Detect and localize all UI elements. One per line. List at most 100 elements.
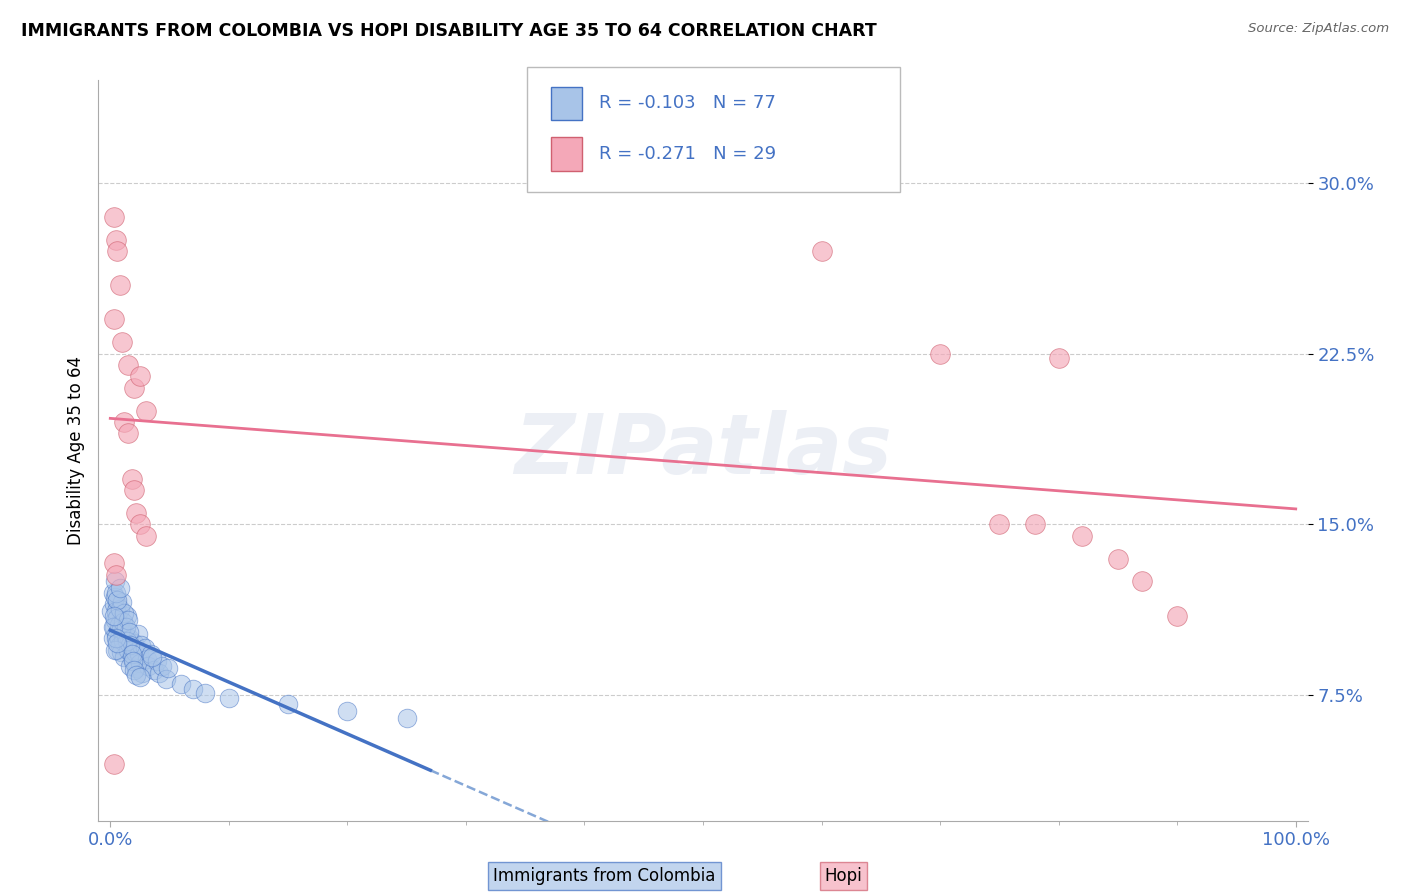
Point xyxy=(114,620,136,634)
Point xyxy=(1107,551,1129,566)
Point xyxy=(108,278,131,293)
Point xyxy=(810,244,832,259)
Point xyxy=(135,529,157,543)
Point xyxy=(103,556,125,570)
Point xyxy=(125,506,148,520)
Point xyxy=(105,597,128,611)
Point xyxy=(111,595,134,609)
Point xyxy=(101,620,124,634)
Point xyxy=(139,648,162,662)
Point xyxy=(131,665,153,680)
Point xyxy=(110,613,132,627)
Point xyxy=(121,654,143,668)
Point xyxy=(110,622,132,636)
Point xyxy=(108,601,131,615)
Point xyxy=(108,582,131,596)
Y-axis label: Disability Age 35 to 64: Disability Age 35 to 64 xyxy=(66,356,84,545)
Text: ZIPatlas: ZIPatlas xyxy=(515,410,891,491)
Point xyxy=(101,632,124,646)
Point xyxy=(103,756,125,771)
Point xyxy=(105,604,128,618)
Point xyxy=(136,652,159,666)
Point xyxy=(145,654,167,668)
Point xyxy=(136,658,159,673)
Text: R = -0.103   N = 77: R = -0.103 N = 77 xyxy=(599,95,776,112)
Point xyxy=(101,586,124,600)
Point xyxy=(277,698,299,712)
Point xyxy=(104,591,127,605)
Point xyxy=(104,613,127,627)
Point xyxy=(120,638,142,652)
Point xyxy=(120,658,142,673)
Point xyxy=(115,633,138,648)
Point xyxy=(105,642,128,657)
Point xyxy=(129,638,152,652)
Point xyxy=(1024,517,1046,532)
Point xyxy=(105,627,128,641)
Point xyxy=(125,668,148,682)
Point xyxy=(105,233,128,247)
Point xyxy=(117,613,139,627)
Point xyxy=(218,690,240,705)
Point xyxy=(148,665,170,680)
Point xyxy=(988,517,1011,532)
Text: Hopi: Hopi xyxy=(825,867,862,885)
Point xyxy=(143,663,166,677)
Point xyxy=(111,624,134,639)
Text: Immigrants from Colombia: Immigrants from Colombia xyxy=(494,867,716,885)
Point xyxy=(135,403,157,417)
Point xyxy=(112,633,135,648)
Point xyxy=(105,567,128,582)
Point xyxy=(122,381,145,395)
Point xyxy=(108,638,131,652)
Point xyxy=(104,574,127,589)
Point xyxy=(112,615,135,630)
Point xyxy=(152,658,174,673)
Point xyxy=(114,649,136,664)
Point xyxy=(134,640,156,655)
Point xyxy=(105,244,128,259)
Point xyxy=(1047,351,1070,366)
Point xyxy=(157,661,180,675)
Point xyxy=(124,645,146,659)
Point xyxy=(117,426,139,441)
Point xyxy=(107,632,129,646)
Point xyxy=(1130,574,1153,589)
Point xyxy=(114,629,136,643)
Point xyxy=(105,636,128,650)
Point xyxy=(122,663,145,677)
Point xyxy=(125,661,148,675)
Point xyxy=(129,657,152,671)
Point xyxy=(118,632,141,646)
Point xyxy=(127,627,149,641)
Point xyxy=(121,640,143,655)
Point xyxy=(181,681,204,696)
Point xyxy=(395,711,418,725)
Point xyxy=(121,652,143,666)
Point xyxy=(114,415,136,429)
Point xyxy=(103,210,125,224)
Point xyxy=(122,636,145,650)
Point xyxy=(1166,608,1188,623)
Point xyxy=(117,642,139,657)
Point xyxy=(117,358,139,372)
Point xyxy=(128,648,150,662)
Text: IMMIGRANTS FROM COLOMBIA VS HOPI DISABILITY AGE 35 TO 64 CORRELATION CHART: IMMIGRANTS FROM COLOMBIA VS HOPI DISABIL… xyxy=(21,22,877,40)
Point xyxy=(110,645,132,659)
Point xyxy=(103,620,125,634)
Text: Source: ZipAtlas.com: Source: ZipAtlas.com xyxy=(1249,22,1389,36)
Point xyxy=(103,312,125,326)
Point xyxy=(115,608,138,623)
Point xyxy=(118,624,141,639)
Point xyxy=(122,483,145,498)
Point xyxy=(104,642,127,657)
Point xyxy=(103,597,125,611)
Point xyxy=(105,611,128,625)
Point xyxy=(929,346,952,360)
Point xyxy=(105,632,128,646)
Point xyxy=(155,673,177,687)
Point xyxy=(100,604,122,618)
Point xyxy=(111,335,134,350)
Point xyxy=(121,472,143,486)
Point xyxy=(1071,529,1094,543)
